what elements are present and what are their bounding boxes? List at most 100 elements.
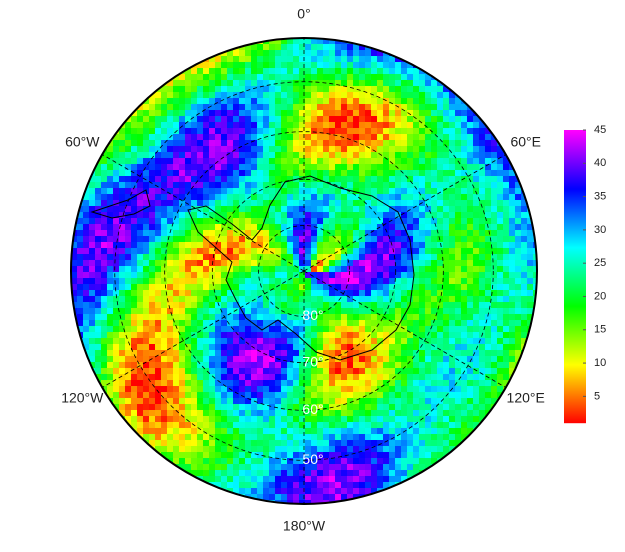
heat-cell bbox=[437, 152, 443, 158]
heat-cell bbox=[173, 254, 179, 260]
heat-cell bbox=[299, 110, 305, 116]
heat-cell bbox=[377, 230, 383, 236]
heat-cell bbox=[515, 200, 521, 206]
heat-cell bbox=[107, 284, 113, 290]
heat-cell bbox=[395, 332, 401, 338]
heat-cell bbox=[293, 422, 299, 428]
heat-cell bbox=[179, 446, 185, 452]
heat-cell bbox=[407, 482, 413, 488]
heat-cell bbox=[509, 278, 515, 284]
heat-cell bbox=[431, 86, 437, 92]
heat-cell bbox=[407, 248, 413, 254]
heat-cell bbox=[485, 134, 491, 140]
heat-cell bbox=[299, 398, 305, 404]
heat-cell bbox=[371, 224, 377, 230]
heat-cell bbox=[503, 356, 509, 362]
heat-cell bbox=[467, 176, 473, 182]
heat-cell bbox=[383, 446, 389, 452]
heat-cell bbox=[335, 332, 341, 338]
heat-cell bbox=[239, 98, 245, 104]
heat-cell bbox=[257, 464, 263, 470]
heat-cell bbox=[311, 350, 317, 356]
heat-cell bbox=[251, 236, 257, 242]
heat-cell bbox=[347, 320, 353, 326]
heat-cell bbox=[401, 428, 407, 434]
heat-cell bbox=[239, 326, 245, 332]
heat-cell bbox=[167, 362, 173, 368]
heat-cell bbox=[479, 254, 485, 260]
heat-cell bbox=[119, 134, 125, 140]
heat-cell bbox=[443, 428, 449, 434]
heat-cell bbox=[197, 272, 203, 278]
heat-cell bbox=[365, 134, 371, 140]
heat-cell bbox=[113, 356, 119, 362]
heat-cell bbox=[485, 248, 491, 254]
heat-cell bbox=[341, 44, 347, 50]
heat-cell bbox=[431, 146, 437, 152]
heat-cell bbox=[443, 212, 449, 218]
heat-cell bbox=[311, 170, 317, 176]
heat-cell bbox=[209, 416, 215, 422]
heat-cell bbox=[251, 86, 257, 92]
heat-cell bbox=[425, 290, 431, 296]
heat-cell bbox=[275, 230, 281, 236]
heat-cell bbox=[419, 194, 425, 200]
heat-cell bbox=[203, 374, 209, 380]
heat-cell bbox=[389, 200, 395, 206]
heat-cell bbox=[419, 290, 425, 296]
heat-cell bbox=[521, 290, 527, 296]
heat-cell bbox=[335, 350, 341, 356]
heat-cell bbox=[305, 416, 311, 422]
heat-cell bbox=[251, 422, 257, 428]
heat-cell bbox=[353, 290, 359, 296]
heat-cell bbox=[437, 374, 443, 380]
heat-cell bbox=[215, 164, 221, 170]
heat-cell bbox=[365, 236, 371, 242]
heat-cell bbox=[245, 482, 251, 488]
heat-cell bbox=[269, 92, 275, 98]
heat-cell bbox=[179, 182, 185, 188]
heat-cell bbox=[479, 278, 485, 284]
heat-cell bbox=[197, 164, 203, 170]
heat-cell bbox=[329, 128, 335, 134]
heat-cell bbox=[293, 416, 299, 422]
heat-cell bbox=[341, 242, 347, 248]
heat-cell bbox=[389, 428, 395, 434]
heat-cell bbox=[467, 266, 473, 272]
heat-cell bbox=[371, 152, 377, 158]
heat-cell bbox=[143, 248, 149, 254]
heat-cell bbox=[281, 194, 287, 200]
heat-cell bbox=[479, 380, 485, 386]
heat-cell bbox=[473, 308, 479, 314]
heat-cell bbox=[143, 386, 149, 392]
heat-cell bbox=[77, 266, 83, 272]
heat-cell bbox=[395, 368, 401, 374]
heat-cell bbox=[527, 224, 533, 230]
heat-cell bbox=[509, 332, 515, 338]
heat-cell bbox=[461, 164, 467, 170]
heat-cell bbox=[203, 176, 209, 182]
heat-cell bbox=[413, 170, 419, 176]
heat-cell bbox=[401, 350, 407, 356]
heat-cell bbox=[287, 80, 293, 86]
heat-cell bbox=[215, 182, 221, 188]
heat-cell bbox=[131, 374, 137, 380]
heat-cell bbox=[95, 278, 101, 284]
heat-cell bbox=[179, 272, 185, 278]
heat-cell bbox=[251, 242, 257, 248]
heat-cell bbox=[311, 86, 317, 92]
heat-cell bbox=[413, 116, 419, 122]
heat-cell bbox=[473, 326, 479, 332]
heat-cell bbox=[281, 110, 287, 116]
heat-cell bbox=[341, 488, 347, 494]
heat-cell bbox=[149, 326, 155, 332]
heat-cell bbox=[323, 200, 329, 206]
heat-cell bbox=[419, 446, 425, 452]
heat-cell bbox=[203, 116, 209, 122]
heat-cell bbox=[227, 164, 233, 170]
heat-cell bbox=[413, 308, 419, 314]
heat-cell bbox=[107, 260, 113, 266]
heat-cell bbox=[413, 182, 419, 188]
heat-cell bbox=[299, 476, 305, 482]
